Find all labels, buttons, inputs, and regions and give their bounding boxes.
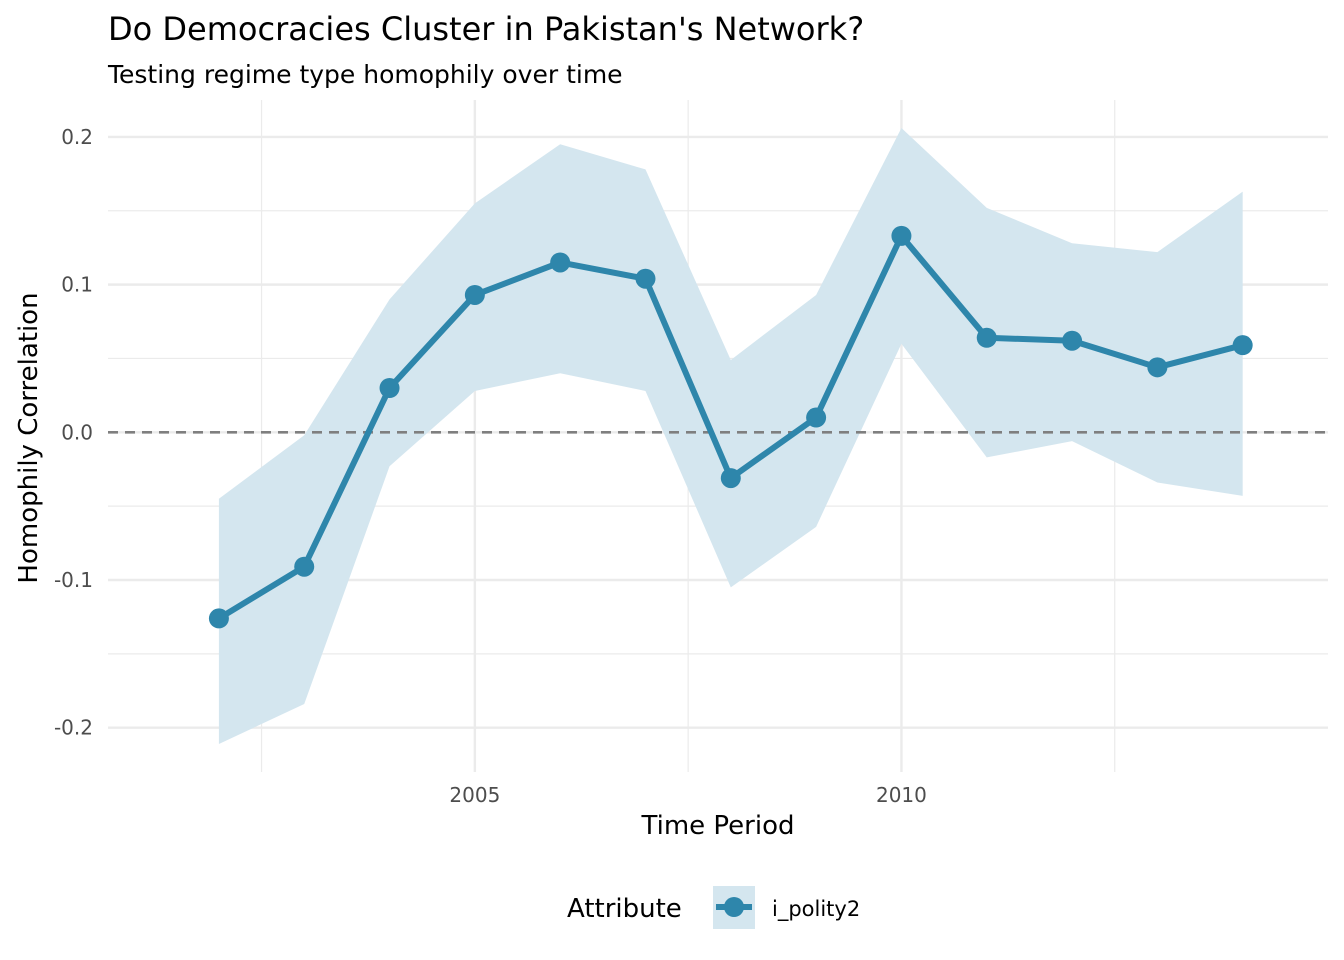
data-point	[976, 327, 997, 348]
y-axis-ticks: -0.2 -0.1 0.0 0.1 0.2	[54, 125, 93, 740]
data-point	[1062, 330, 1083, 351]
y-tick-label: -0.2	[54, 716, 93, 740]
x-tick-label: 2010	[876, 783, 927, 807]
x-axis-title: Time Period	[641, 811, 795, 841]
legend-label: i_polity2	[772, 897, 860, 922]
data-point	[550, 252, 571, 273]
x-tick-label: 2005	[449, 783, 500, 807]
x-axis-ticks: 2005 2010	[449, 783, 926, 807]
data-point	[464, 284, 485, 305]
data-point	[379, 378, 400, 398]
data-point	[208, 608, 229, 629]
legend-title: Attribute	[567, 894, 682, 924]
data-point	[806, 407, 827, 428]
data-point	[635, 268, 656, 289]
series-points	[208, 225, 1253, 629]
data-point	[891, 225, 912, 246]
y-tick-label: 0.1	[61, 273, 93, 297]
data-point	[294, 556, 315, 577]
data-point	[1232, 335, 1253, 356]
y-tick-label: 0.0	[61, 420, 93, 444]
data-point	[1147, 357, 1168, 378]
legend: Attribute i_polity2	[567, 886, 860, 929]
legend-key	[713, 886, 755, 929]
chart-title: Do Democracies Cluster in Pakistan's Net…	[108, 10, 864, 48]
confidence-band	[218, 128, 1243, 744]
data-point	[720, 468, 741, 489]
legend-key-point	[724, 897, 744, 917]
confidence-ribbon	[218, 128, 1243, 744]
y-axis-title: Homophily Correlation	[14, 292, 44, 583]
y-tick-label: -0.1	[54, 568, 93, 592]
y-tick-label: 0.2	[61, 125, 93, 149]
chart-subtitle: Testing regime type homophily over time	[107, 60, 623, 89]
